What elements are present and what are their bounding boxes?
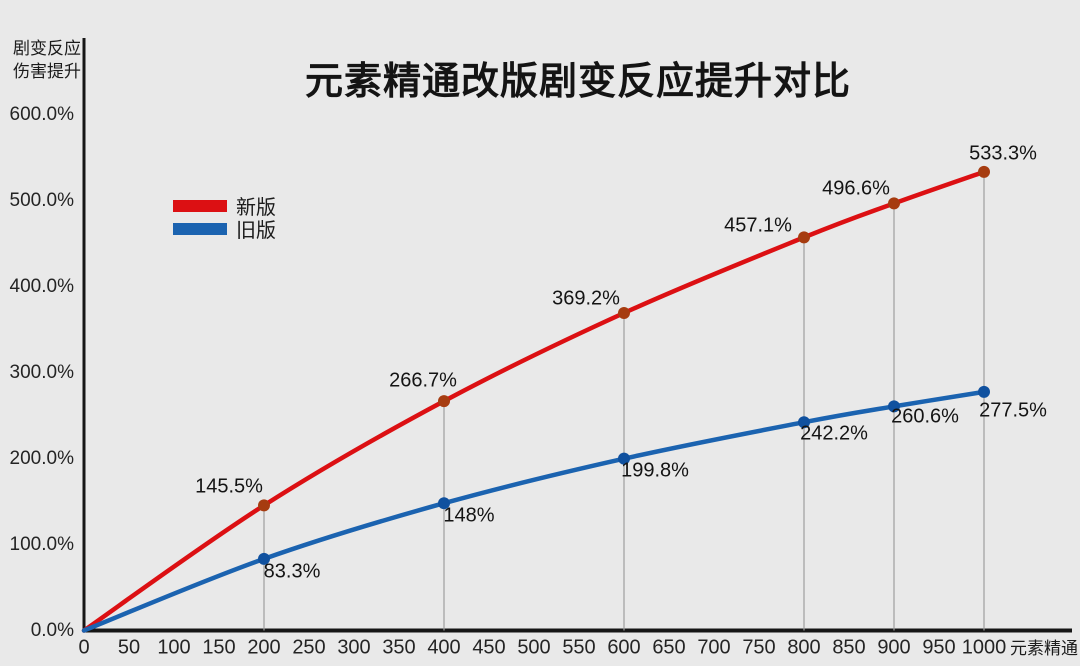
legend: 新版 旧版: [173, 194, 276, 242]
old-version-marker: [888, 400, 900, 413]
old-version-marker: [618, 452, 630, 465]
x-tick-label: 500: [517, 636, 551, 659]
legend-item-new: 新版: [173, 194, 276, 219]
old-version-marker: [978, 385, 990, 398]
y-tick-label: 300.0%: [9, 361, 74, 383]
x-tick-label: 200: [247, 636, 281, 659]
y-tick-label: 0.0%: [30, 619, 74, 641]
x-tick-label: 750: [742, 636, 776, 659]
new-version-data-label: 369.2%: [552, 287, 620, 310]
old-version-data-label: 83.3%: [263, 560, 321, 583]
old-version-data-label: 148%: [443, 504, 495, 527]
x-tick-label: 100: [157, 636, 191, 659]
x-tick-label: 450: [472, 636, 506, 659]
old-version-marker: [798, 416, 810, 429]
old-version-data-label: 199.8%: [621, 459, 689, 482]
new-version-marker: [978, 165, 990, 178]
new-version-marker: [258, 499, 270, 512]
old-version-data-label: 260.6%: [891, 405, 959, 428]
x-tick-label: 1000: [961, 636, 1007, 659]
new-version-marker: [618, 306, 630, 319]
x-tick-label: 0: [78, 636, 90, 659]
old-version-marker: [258, 552, 270, 565]
y-tick-label: 200.0%: [9, 447, 74, 469]
y-tick-label: 100.0%: [9, 533, 74, 555]
x-axis-title: 元素精通: [1010, 639, 1078, 658]
legend-label-new: 新版: [236, 197, 276, 219]
new-version-marker: [438, 395, 450, 408]
old-version-data-label: 277.5%: [979, 399, 1047, 422]
y-tick-label: 400.0%: [9, 275, 74, 297]
x-tick-label: 300: [337, 636, 371, 659]
legend-label-old: 旧版: [236, 220, 276, 242]
x-tick-label: 700: [697, 636, 731, 659]
legend-swatch-old-icon: [173, 222, 227, 235]
new-version-data-label: 457.1%: [724, 214, 792, 237]
x-tick-label: 150: [202, 636, 236, 659]
x-tick-label: 800: [787, 636, 821, 659]
x-tick-label: 950: [922, 636, 956, 659]
old-version-marker: [438, 497, 450, 510]
new-version-marker: [888, 197, 900, 210]
y-tick-label: 600.0%: [9, 103, 74, 125]
x-tick-label: 550: [562, 636, 596, 659]
x-tick-label: 600: [607, 636, 641, 659]
y-axis-title-line2: 伤害提升: [13, 62, 81, 81]
x-tick-label: 250: [292, 636, 326, 659]
y-axis-title-line1: 剧变反应: [13, 39, 81, 58]
new-version-marker: [798, 231, 810, 244]
y-axis-title: 剧变反应 伤害提升: [13, 37, 81, 83]
y-tick-label: 500.0%: [9, 189, 74, 211]
legend-swatch-new-icon: [173, 199, 227, 212]
old-version-data-label: 242.2%: [800, 422, 868, 445]
new-version-data-label: 266.7%: [389, 369, 457, 392]
new-version-data-label: 533.3%: [969, 142, 1037, 165]
new-version-data-label: 496.6%: [822, 177, 890, 200]
x-tick-label: 50: [117, 636, 141, 659]
new-version-data-label: 145.5%: [195, 475, 263, 498]
new-version-line: [81, 169, 987, 633]
x-tick-label: 400: [427, 636, 461, 659]
chart-title: 元素精通改版剧变反应提升对比: [304, 61, 851, 103]
x-tick-label: 850: [832, 636, 866, 659]
legend-item-old: 旧版: [173, 217, 276, 242]
x-tick-label: 650: [652, 636, 686, 659]
x-tick-label: 350: [382, 636, 416, 659]
x-tick-label: 900: [877, 636, 911, 659]
